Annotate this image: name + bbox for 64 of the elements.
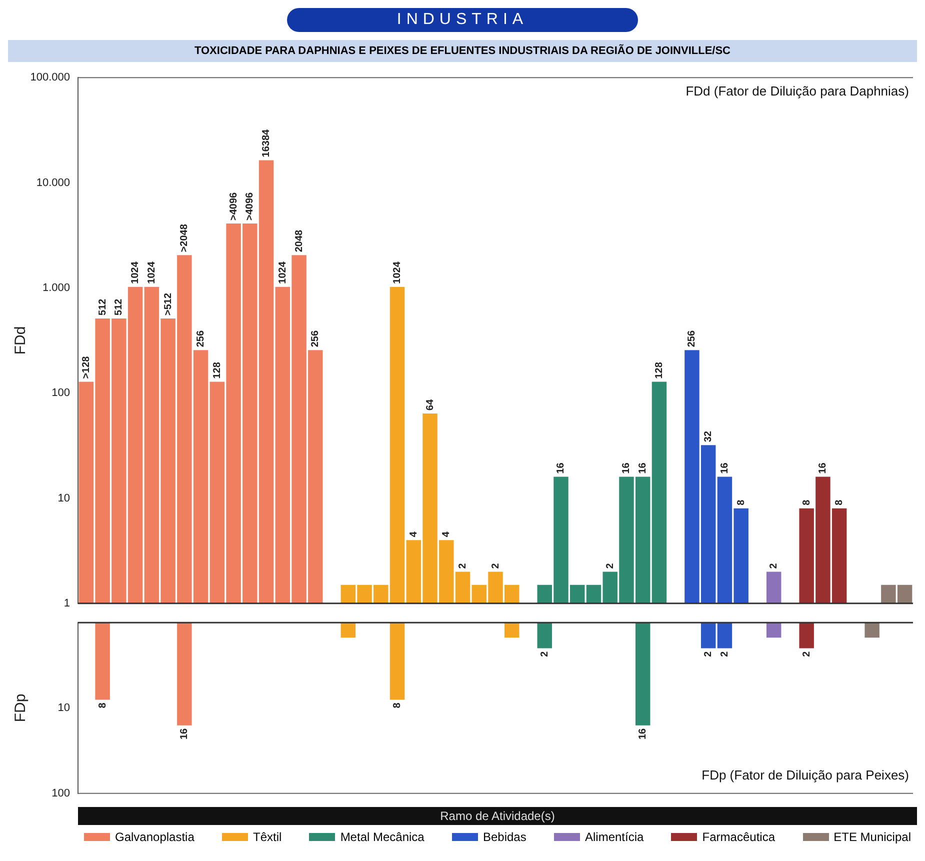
- data-label: 2: [801, 650, 812, 657]
- data-label: 2: [768, 562, 780, 569]
- data-label: 16: [638, 728, 649, 740]
- annotation: FDd (Fator de Diluição para Daphnias): [686, 84, 909, 99]
- y-tick-label: 100.000: [30, 72, 70, 84]
- data-label: 2: [539, 650, 550, 657]
- data-label: 512: [114, 298, 125, 316]
- chart-subtitle: TOXICIDADE PARA DAPHNIAS E PEIXES DE EFLUENTES INDUSTRIAIS DA REGIÃO DE JOINVILLE/SC: [8, 40, 917, 62]
- data-label: 256: [196, 330, 207, 348]
- data-label: 128: [212, 362, 223, 379]
- y-tick-label: 1.000: [42, 282, 70, 294]
- y-tick-label: 1: [64, 597, 70, 610]
- legend-label: ETE Municipal: [834, 830, 911, 844]
- annotation: FDp (Fator de Diluição para Peixes): [702, 767, 909, 782]
- data-label: 1024: [392, 261, 404, 284]
- data-label: 64: [424, 398, 436, 410]
- y-tick-label: 10.000: [36, 176, 70, 189]
- data-label: 2: [490, 562, 502, 569]
- data-label: >512: [162, 292, 174, 316]
- legend-label: Galvanoplastia: [115, 830, 194, 844]
- y-axis-title: FDp: [12, 694, 30, 722]
- legend-title: Ramo de Atividade(s): [78, 807, 917, 825]
- y-tick-label: 10: [58, 702, 70, 714]
- y-tick-label: 100: [52, 387, 70, 400]
- legend-label: Têxtil: [253, 830, 282, 844]
- data-label: 2: [703, 650, 714, 657]
- data-label: 8: [97, 702, 108, 708]
- legend-label: Farmacêutica: [702, 830, 775, 844]
- data-label: 16: [556, 462, 567, 474]
- data-label: >4096: [228, 192, 240, 221]
- data-label: 128: [654, 362, 665, 379]
- data-label: 2: [719, 650, 730, 657]
- data-label: 16: [621, 462, 632, 474]
- data-label: 2048: [294, 229, 305, 252]
- data-label: 1024: [130, 261, 142, 284]
- data-label: >128: [80, 356, 92, 379]
- data-label: 256: [310, 330, 322, 348]
- data-label: 4: [408, 531, 420, 538]
- y-tick-label: 10: [58, 492, 70, 504]
- legend-label: Bebidas: [482, 830, 526, 844]
- data-label: 2: [604, 562, 616, 569]
- legend-label: Alimentícia: [584, 830, 644, 844]
- data-label: 16: [719, 462, 730, 474]
- data-label: 16384: [261, 128, 272, 158]
- data-label: 16: [179, 728, 190, 740]
- y-tick-label: 100: [52, 787, 70, 800]
- data-label: 256: [686, 330, 698, 348]
- data-label: 8: [834, 499, 846, 506]
- data-label: 4: [441, 531, 452, 538]
- data-label: 32: [703, 430, 714, 442]
- data-label: 1024: [277, 261, 288, 284]
- data-label: >2048: [179, 224, 190, 252]
- data-label: >4096: [244, 192, 256, 221]
- data-label: 8: [736, 499, 747, 506]
- data-label: 16: [638, 462, 649, 474]
- data-label: 1024: [146, 261, 158, 284]
- data-label: 8: [801, 499, 812, 506]
- chart-title: INDUSTRIA: [286, 8, 638, 32]
- data-label: 2: [458, 562, 469, 569]
- data-label: 8: [392, 702, 404, 708]
- legend-label: Metal Mecânica: [340, 830, 424, 844]
- data-label: 16: [818, 462, 829, 474]
- data-label: 512: [97, 298, 108, 316]
- y-axis-title: FDd: [12, 326, 30, 355]
